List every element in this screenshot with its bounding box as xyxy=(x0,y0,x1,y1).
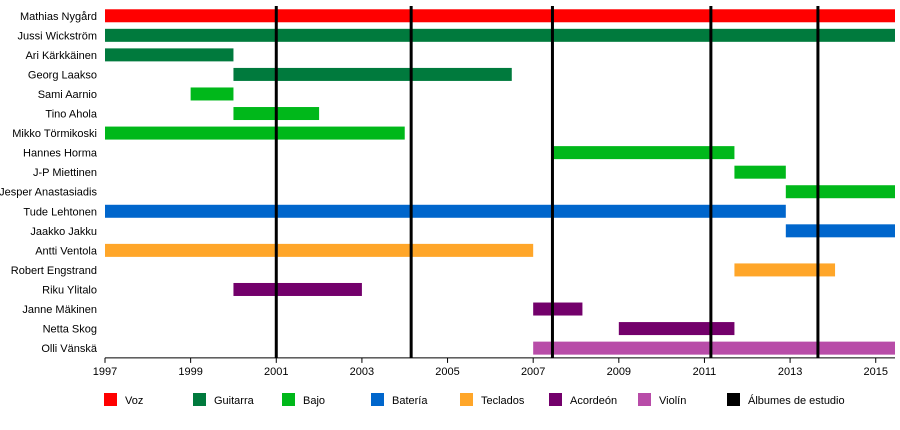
member-label: Sami Aarnio xyxy=(38,89,97,101)
member-label: Jesper Anastasiadis xyxy=(0,187,97,199)
member-label: Jussi Wickström xyxy=(18,30,97,42)
membership-bar xyxy=(233,67,512,81)
x-tick-label: 2009 xyxy=(607,366,631,378)
x-tick-label: 2011 xyxy=(693,366,717,378)
membership-bar xyxy=(734,263,836,277)
x-tick-label: 2007 xyxy=(521,366,545,378)
legend: Voz Guitarra Bajo Batería Teclados Acordeón Vi… xyxy=(104,393,845,407)
member-label: Tude Lehtonen xyxy=(23,206,97,218)
albums-layer xyxy=(274,6,820,358)
legend-swatch xyxy=(371,393,384,406)
membership-bar xyxy=(233,282,362,296)
membership-bar xyxy=(105,243,534,257)
member-label: Janne Mäkinen xyxy=(22,304,97,316)
x-tick-label: 2003 xyxy=(350,366,374,378)
x-tick-label: 1997 xyxy=(93,366,117,378)
member-label: Olli Vänskä xyxy=(41,343,98,355)
legend-swatch xyxy=(638,393,651,406)
legend-swatch xyxy=(460,393,473,406)
membership-bar xyxy=(190,87,234,101)
legend-label: Bajo xyxy=(303,395,325,407)
membership-bar xyxy=(105,48,234,62)
membership-bar xyxy=(105,204,786,218)
legend-label: Acordeón xyxy=(570,395,617,407)
x-tick-label: 2013 xyxy=(778,366,802,378)
legend-swatch xyxy=(282,393,295,406)
bars-layer xyxy=(105,9,895,355)
membership-bar xyxy=(618,322,735,336)
membership-bar xyxy=(734,165,786,179)
legend-label: Batería xyxy=(392,395,428,407)
membership-bar xyxy=(533,302,583,316)
x-axis: 1997 1999 2001 2003 2005 2007 2009 2011 2013 2015 xyxy=(93,357,895,378)
legend-label: Guitarra xyxy=(214,395,255,407)
legend-label: Violín xyxy=(659,395,686,407)
member-labels: Mathias Nygård Jussi Wickström Ari Kärkkäi… xyxy=(0,11,98,355)
member-label: Georg Laakso xyxy=(28,69,97,81)
x-tick-label: 1999 xyxy=(178,366,202,378)
membership-bar xyxy=(785,224,895,238)
member-label: Mikko Törmikoski xyxy=(12,128,97,140)
member-label: Netta Skog xyxy=(43,324,97,336)
member-label: Hannes Horma xyxy=(23,148,98,160)
membership-bar xyxy=(105,126,405,140)
legend-label: Voz xyxy=(125,395,143,407)
legend-swatch xyxy=(727,393,740,406)
member-label: Mathias Nygård xyxy=(20,11,97,23)
membership-bar xyxy=(105,28,895,42)
legend-label: Álbumes de estudio xyxy=(748,394,845,407)
x-tick-label: 2015 xyxy=(863,366,887,378)
member-label: Tino Ahola xyxy=(45,109,97,121)
membership-bar xyxy=(105,9,895,23)
x-tick-label: 2005 xyxy=(435,366,459,378)
member-label: Jaakko Jakku xyxy=(30,226,97,238)
member-label: J-P Miettinen xyxy=(33,167,97,179)
membership-bar xyxy=(552,146,735,160)
member-label: Antti Ventola xyxy=(35,245,98,257)
legend-swatch xyxy=(549,393,562,406)
membership-bar xyxy=(785,185,895,199)
member-label: Riku Ylitalo xyxy=(42,284,97,296)
member-label: Robert Engstrand xyxy=(11,265,97,277)
membership-bar xyxy=(533,341,895,355)
x-tick-label: 2001 xyxy=(264,366,288,378)
legend-swatch xyxy=(193,393,206,406)
member-label: Ari Kärkkäinen xyxy=(25,50,97,62)
legend-swatch xyxy=(104,393,117,406)
legend-label: Teclados xyxy=(481,395,525,407)
